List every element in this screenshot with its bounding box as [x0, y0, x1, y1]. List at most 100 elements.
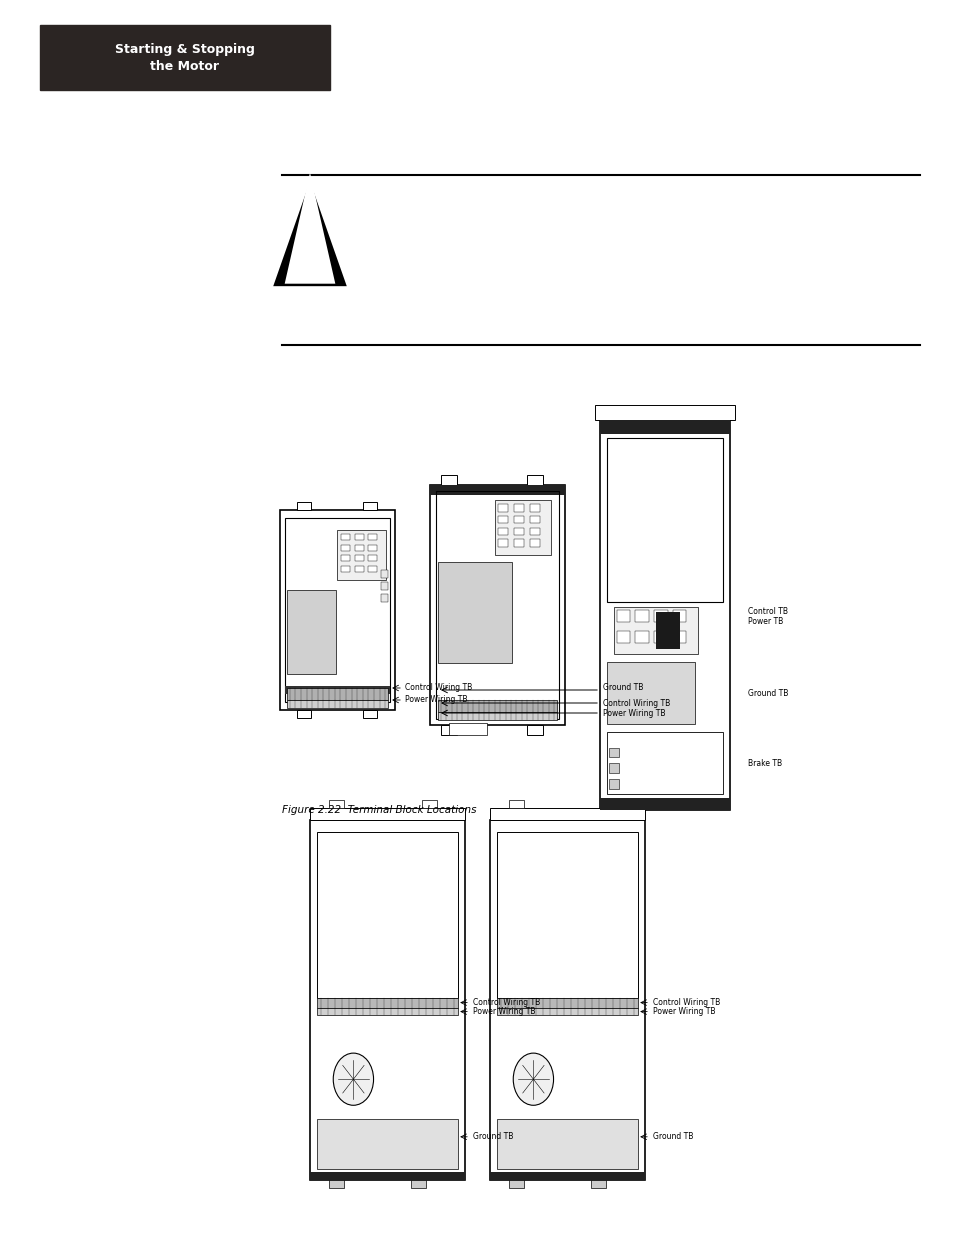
Text: Ground TB: Ground TB [747, 688, 787, 698]
Bar [497, 516, 508, 524]
Bar [437, 700, 557, 713]
Bar [608, 779, 618, 789]
Text: Control Wiring TB: Control Wiring TB [405, 683, 472, 693]
Bar [287, 700, 388, 708]
Bar [495, 500, 551, 556]
Bar [368, 545, 376, 551]
Bar [337, 530, 385, 580]
Bar [355, 566, 363, 572]
Bar [297, 501, 311, 510]
Bar [381, 582, 388, 590]
Bar [497, 527, 508, 535]
Text: Figure 2.22  Terminal Block Locations: Figure 2.22 Terminal Block Locations [282, 805, 476, 815]
Bar [514, 516, 524, 524]
Bar [316, 1008, 457, 1015]
Bar [613, 608, 698, 655]
Bar [514, 504, 524, 511]
Bar [341, 555, 350, 561]
Bar [421, 800, 436, 808]
Bar [617, 610, 630, 622]
Circle shape [333, 1053, 374, 1105]
Bar [654, 631, 667, 643]
Text: Control TB: Control TB [747, 608, 787, 616]
Text: Control Wiring TB: Control Wiring TB [602, 699, 670, 708]
Bar [40, 25, 330, 90]
Bar [590, 1179, 605, 1188]
Bar [341, 534, 350, 540]
Bar [355, 555, 363, 561]
Bar [297, 710, 311, 718]
Text: Control Wiring TB: Control Wiring TB [652, 998, 720, 1007]
Bar [656, 611, 679, 650]
Bar [508, 800, 523, 808]
Bar [514, 527, 524, 535]
Bar [672, 610, 685, 622]
Bar [497, 832, 638, 998]
Bar [310, 1172, 464, 1179]
Bar [437, 713, 557, 720]
Text: Power Wiring TB: Power Wiring TB [652, 1007, 715, 1016]
Bar [449, 722, 487, 735]
Bar [635, 631, 648, 643]
Text: Ground TB: Ground TB [473, 1132, 513, 1141]
Bar [608, 763, 618, 773]
Bar [497, 504, 508, 511]
Bar [599, 798, 729, 810]
Bar [617, 631, 630, 643]
Bar [530, 516, 539, 524]
Bar [606, 438, 722, 601]
Bar [436, 492, 558, 719]
Bar [440, 725, 456, 735]
Bar [355, 545, 363, 551]
Bar [287, 590, 336, 674]
Bar [362, 710, 376, 718]
Bar [341, 566, 350, 572]
Bar [316, 1119, 457, 1170]
Bar [490, 820, 644, 1179]
Text: Power Wiring TB: Power Wiring TB [602, 709, 665, 718]
Text: Power Wiring TB: Power Wiring TB [473, 1007, 535, 1016]
Bar [285, 517, 390, 701]
Bar [280, 510, 395, 710]
Bar [595, 405, 734, 420]
Polygon shape [273, 182, 346, 287]
Bar [316, 832, 457, 998]
Bar [310, 808, 464, 820]
Bar [635, 610, 648, 622]
Bar [497, 998, 638, 1008]
Bar [430, 485, 564, 495]
Bar [530, 504, 539, 511]
Bar [601, 800, 617, 808]
Bar [328, 1179, 344, 1188]
Bar [368, 534, 376, 540]
Bar [368, 566, 376, 572]
Bar [530, 527, 539, 535]
Bar [497, 540, 508, 547]
Bar [368, 555, 376, 561]
Bar [599, 420, 729, 433]
Bar [514, 540, 524, 547]
Bar [328, 800, 344, 808]
Bar [411, 1179, 426, 1188]
Bar [508, 1179, 523, 1188]
Text: Power TB: Power TB [747, 616, 782, 626]
Bar [599, 420, 729, 810]
Bar [355, 534, 363, 540]
Text: Ground TB: Ground TB [652, 1132, 693, 1141]
Bar [440, 475, 456, 485]
Bar [310, 820, 464, 1179]
Bar [606, 732, 722, 794]
Bar [490, 1172, 644, 1179]
Bar [341, 545, 350, 551]
Bar [654, 610, 667, 622]
Bar [608, 747, 618, 757]
Circle shape [513, 1053, 553, 1105]
Bar [497, 1008, 638, 1015]
Bar [527, 725, 543, 735]
Bar [606, 662, 695, 724]
Text: Ground TB: Ground TB [602, 683, 642, 692]
Bar [490, 808, 644, 820]
Bar [497, 1119, 638, 1170]
Bar [285, 685, 390, 694]
Text: Brake TB: Brake TB [747, 758, 781, 768]
